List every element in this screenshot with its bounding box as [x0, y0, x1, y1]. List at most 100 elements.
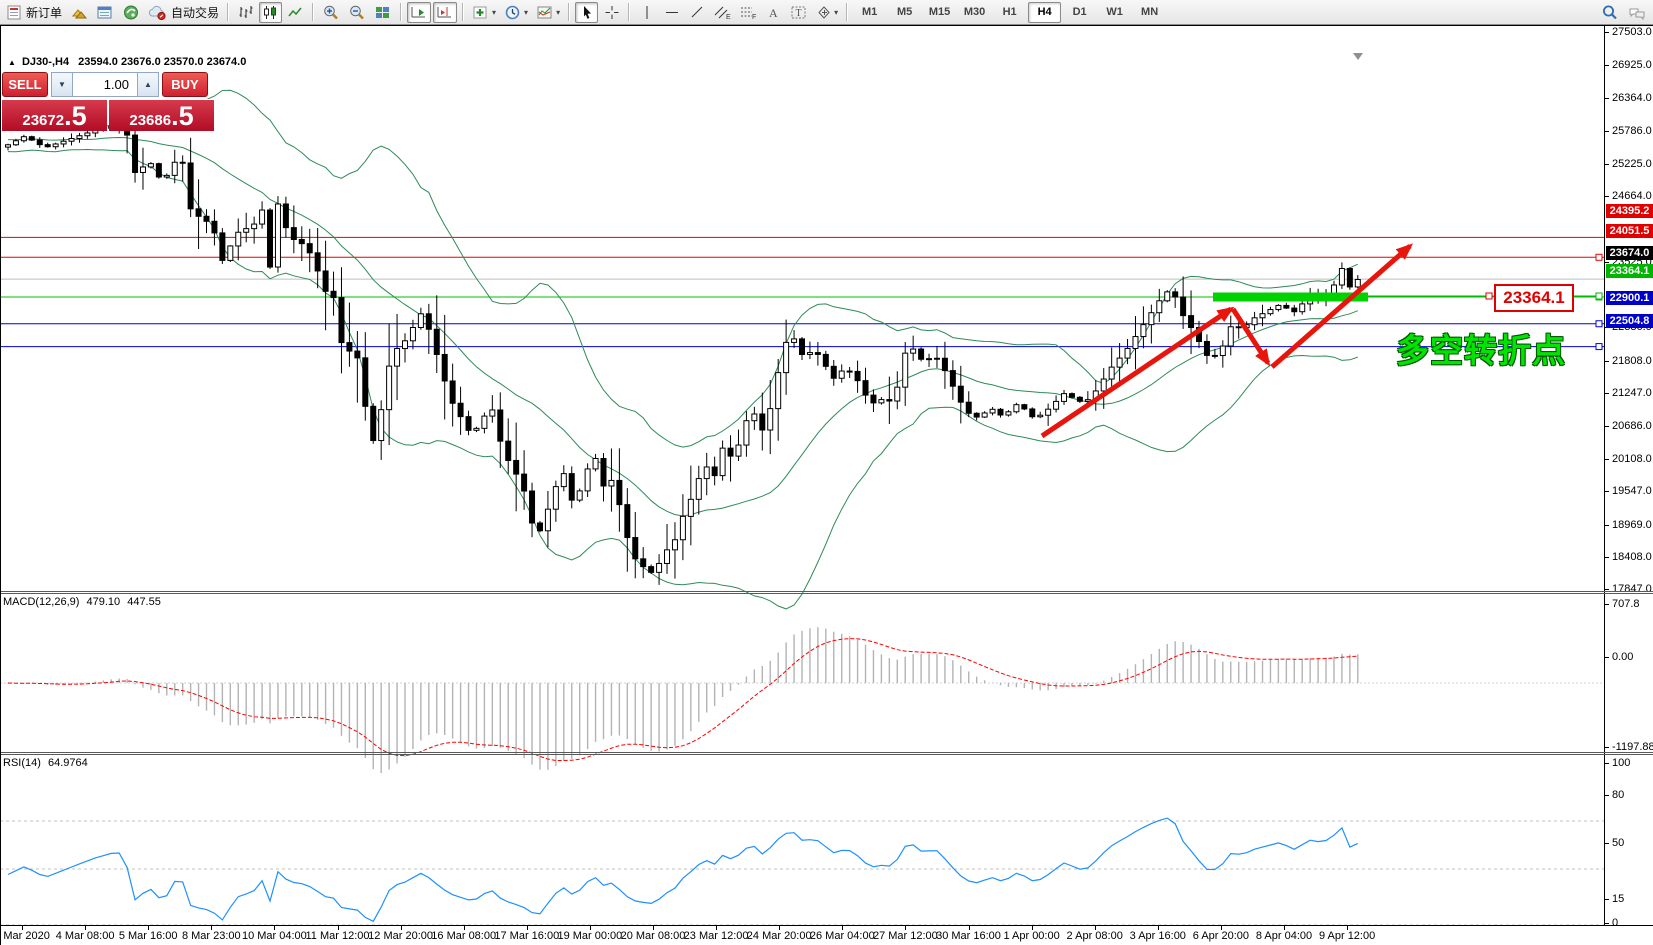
- time-axis[interactable]: 3 Mar 2020 4 Mar 08:005 Mar 16:008 Mar 23…: [0, 926, 1653, 945]
- annotation-text[interactable]: 多空转折点: [1396, 332, 1566, 369]
- sell-price[interactable]: 23672.5: [2, 99, 107, 131]
- object-handle[interactable]: [1595, 253, 1603, 261]
- time-axis-tick: [968, 926, 970, 930]
- time-axis-label: 4 Mar 08:00: [55, 930, 115, 942]
- chart-shift-button[interactable]: [433, 1, 458, 23]
- candlestick-chart-icon: [264, 5, 277, 19]
- toolbar-separator: [227, 3, 230, 21]
- data-window-button[interactable]: [93, 2, 117, 23]
- chart-window: ▲ DJ30-,H4 23594.0 23676.0 23570.0 23674…: [0, 26, 1653, 945]
- crosshair-button[interactable]: [600, 2, 623, 23]
- navigator-button[interactable]: [119, 2, 143, 23]
- price-axis-tick: 19547.0: [1605, 485, 1653, 497]
- time-axis-tick: [400, 926, 402, 930]
- bollinger-band: [7, 136, 1358, 517]
- market-watch-button[interactable]: [67, 2, 91, 23]
- equidistant-channel-button[interactable]: E: [710, 2, 734, 23]
- buy-button[interactable]: BUY: [162, 72, 208, 97]
- equidistant-channel-icon: E: [714, 6, 731, 21]
- price-axis-tick: 21808.0: [1605, 355, 1653, 367]
- macd-signal-value: 447.55: [127, 596, 161, 608]
- trendline-button[interactable]: [685, 2, 708, 23]
- volume-decrease-button[interactable]: ▼: [51, 72, 73, 97]
- zoom-out-button[interactable]: [345, 2, 369, 23]
- timeframe-button-h1[interactable]: H1: [1002, 6, 1017, 18]
- price-callout[interactable]: 23364.1: [1494, 284, 1574, 312]
- object-handle[interactable]: [1595, 320, 1603, 328]
- timeframe-button-m30[interactable]: M30: [963, 6, 986, 18]
- periods-clock-icon: [505, 5, 520, 19]
- pane-divider[interactable]: [0, 752, 1653, 753]
- shapes-button[interactable]: ▾: [813, 2, 841, 23]
- horizontal-line-button[interactable]: [660, 2, 683, 23]
- text-button[interactable]: A: [762, 2, 785, 23]
- rsi-axis-tick: 100: [1605, 757, 1653, 769]
- zoom-in-button[interactable]: [319, 2, 343, 23]
- new-order-button[interactable]: 新订单: [3, 2, 65, 23]
- object-handle[interactable]: [1595, 343, 1603, 351]
- object-handle[interactable]: [1595, 292, 1603, 300]
- timeframe-button-mn[interactable]: MN: [1141, 6, 1159, 18]
- price-axis-tick: 27503.0: [1605, 26, 1653, 38]
- bar-chart-button[interactable]: [234, 2, 257, 23]
- templates-button[interactable]: ▾: [533, 2, 563, 23]
- time-axis-label: 11 Mar 12:00: [305, 930, 370, 942]
- toolbar-separator: [628, 3, 631, 21]
- timeframe-button-d1[interactable]: D1: [1072, 6, 1087, 18]
- time-axis-tick: [463, 926, 465, 930]
- macd-pane: [0, 627, 1604, 774]
- line-chart-button[interactable]: [284, 2, 307, 23]
- time-axis-tick: [905, 926, 907, 930]
- navigator-icon: [124, 5, 139, 19]
- rsi-axis-tick: 0: [1605, 917, 1653, 929]
- volume-input[interactable]: 1.00: [73, 72, 137, 97]
- auto-scroll-button[interactable]: [407, 1, 432, 23]
- object-handle[interactable]: [1485, 292, 1493, 300]
- timeframe-button-m5[interactable]: M5: [896, 6, 913, 18]
- candlestick-chart-button[interactable]: [259, 1, 283, 23]
- timeframe-bar: M1 M5 M15 M30 H1 H4 D1 W1 MN: [852, 1, 1167, 23]
- community-button[interactable]: [1624, 2, 1650, 23]
- buy-price-main: 23686: [129, 112, 172, 129]
- fibonacci-button[interactable]: F: [736, 2, 760, 23]
- pane-divider[interactable]: [0, 754, 1653, 755]
- svg-text:F: F: [752, 14, 756, 21]
- search-icon: [1603, 5, 1617, 19]
- time-axis-tick: [1284, 926, 1285, 930]
- tile-windows-button[interactable]: [371, 2, 395, 23]
- sell-button[interactable]: SELL: [2, 72, 48, 97]
- timeframe-button-m1[interactable]: M1: [861, 6, 878, 18]
- vertical-line-button[interactable]: [635, 2, 658, 23]
- cursor-button[interactable]: [575, 1, 599, 23]
- symbol-collapse-icon[interactable]: ▲: [8, 58, 16, 67]
- timeframe-button-w1[interactable]: W1: [1106, 6, 1123, 18]
- indicators-button[interactable]: ▾: [469, 2, 499, 23]
- chart-shift-marker[interactable]: [1353, 53, 1363, 60]
- search-button[interactable]: [1598, 2, 1622, 23]
- time-axis-tick: [526, 926, 528, 930]
- symbol-name: DJ30-,H4: [21, 56, 70, 68]
- trend-arrow[interactable]: [1040, 306, 1235, 439]
- time-axis-label: 3 Apr 16:00: [1129, 930, 1186, 942]
- autotrading-button[interactable]: 自动交易: [145, 2, 222, 23]
- bollinger-band: [7, 89, 1359, 448]
- buy-price[interactable]: 23686.5: [109, 99, 214, 131]
- macd-axis-tick: -1197.88: [1605, 741, 1653, 753]
- trend-arrow[interactable]: [1270, 243, 1414, 369]
- pane-divider[interactable]: [0, 591, 1653, 592]
- text-label-button[interactable]: T: [787, 2, 811, 23]
- trend-arrow[interactable]: [1230, 307, 1271, 367]
- pane-divider[interactable]: [0, 593, 1653, 594]
- timeframe-button-h4[interactable]: H4: [1028, 1, 1062, 23]
- chart-canvas[interactable]: [0, 52, 1604, 945]
- price-axis-tick: 20108.0: [1605, 453, 1653, 465]
- volume-increase-button[interactable]: ▲: [137, 72, 159, 97]
- price-axis-label: 23364.1: [1606, 263, 1653, 278]
- line-chart-icon: [288, 7, 302, 16]
- macd-label: MACD(12,26,9) 479.10 447.55: [3, 596, 161, 608]
- timeframe-button-m15[interactable]: M15: [928, 6, 951, 18]
- periods-button[interactable]: ▾: [501, 2, 531, 23]
- price-axis[interactable]: 27503.0 26925.0 26364.0 25786.0 25225.0 24664…: [1604, 26, 1653, 929]
- horizontal-line-icon: [665, 11, 678, 13]
- svg-text:E: E: [726, 14, 731, 21]
